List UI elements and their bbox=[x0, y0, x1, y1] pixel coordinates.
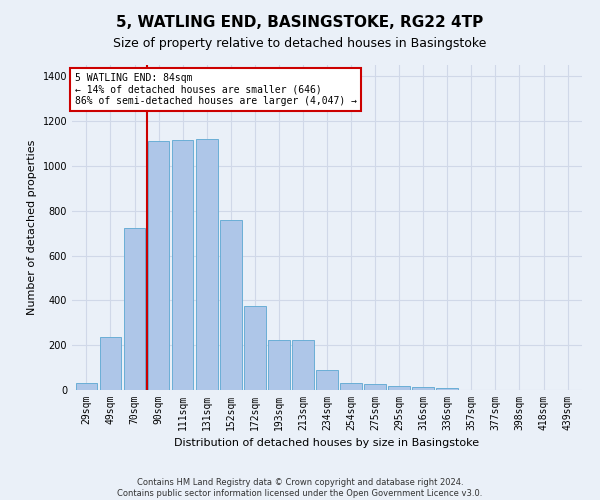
Y-axis label: Number of detached properties: Number of detached properties bbox=[27, 140, 37, 315]
X-axis label: Distribution of detached houses by size in Basingstoke: Distribution of detached houses by size … bbox=[175, 438, 479, 448]
Bar bbox=[268, 340, 290, 390]
Bar bbox=[124, 228, 145, 390]
Bar bbox=[388, 386, 410, 390]
Text: Contains HM Land Registry data © Crown copyright and database right 2024.
Contai: Contains HM Land Registry data © Crown c… bbox=[118, 478, 482, 498]
Text: 5 WATLING END: 84sqm
← 14% of detached houses are smaller (646)
86% of semi-deta: 5 WATLING END: 84sqm ← 14% of detached h… bbox=[74, 73, 356, 106]
Bar bbox=[148, 141, 169, 390]
Bar bbox=[220, 220, 242, 390]
Bar bbox=[364, 384, 386, 390]
Bar bbox=[100, 338, 121, 390]
Bar bbox=[76, 384, 97, 390]
Bar bbox=[244, 306, 266, 390]
Bar bbox=[316, 370, 338, 390]
Bar bbox=[196, 139, 218, 390]
Text: 5, WATLING END, BASINGSTOKE, RG22 4TP: 5, WATLING END, BASINGSTOKE, RG22 4TP bbox=[116, 15, 484, 30]
Bar bbox=[292, 340, 314, 390]
Bar bbox=[412, 386, 434, 390]
Bar bbox=[172, 140, 193, 390]
Text: Size of property relative to detached houses in Basingstoke: Size of property relative to detached ho… bbox=[113, 38, 487, 51]
Bar bbox=[436, 388, 458, 390]
Bar bbox=[340, 384, 362, 390]
